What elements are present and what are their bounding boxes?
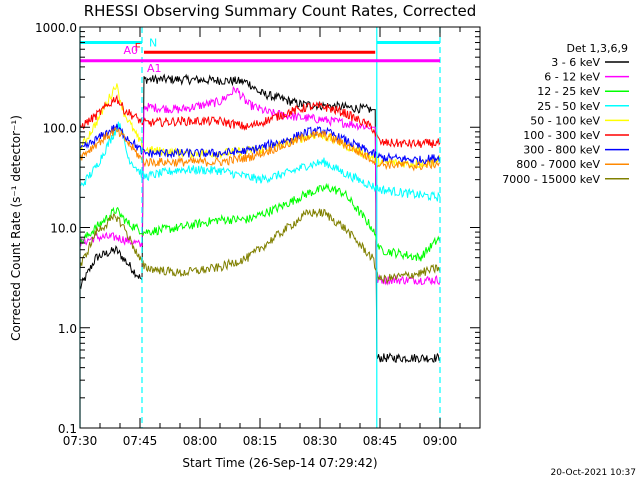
status-label-f: F (135, 41, 141, 54)
series-line-3 (79, 182, 441, 262)
legend-label: 3 - 6 keV (551, 56, 600, 69)
y-tick-label: 0.1 (58, 422, 77, 436)
series-line-4 (79, 121, 441, 202)
legend-label: 100 - 300 keV (523, 129, 600, 142)
legend-label: 25 - 50 keV (537, 100, 600, 113)
x-tick-label: 08:00 (183, 434, 218, 448)
series-line-7 (79, 123, 441, 166)
x-tick-label: 08:45 (363, 434, 398, 448)
status-label-a1: A1 (147, 62, 162, 75)
series-line-8 (79, 126, 441, 172)
chart-title: RHESSI Observing Summary Count Rates, Co… (84, 2, 477, 20)
legend-label: 7000 - 15000 keV (502, 173, 600, 186)
legend-label: 12 - 25 keV (537, 85, 600, 98)
status-label-n: N (149, 37, 157, 50)
legend-label: 800 - 7000 keV (516, 158, 600, 171)
legend-title: Det 1,3,6,9 (566, 42, 628, 55)
x-axis-label: Start Time (26-Sep-14 07:29:42) (182, 456, 377, 470)
x-tick-label: 08:15 (243, 434, 278, 448)
legend-label: 300 - 800 keV (523, 144, 600, 157)
y-tick-label: 100.0 (43, 121, 77, 135)
x-tick-label: 07:45 (123, 434, 158, 448)
y-tick-label: 10.0 (50, 222, 77, 236)
series-line-1 (79, 73, 441, 364)
series-line-6 (79, 94, 441, 150)
status-label-a0: A0 (123, 44, 138, 57)
x-tick-label: 07:30 (63, 434, 98, 448)
footer-timestamp: 20-Oct-2021 10:37 (551, 468, 636, 478)
y-tick-label: 1.0 (58, 322, 77, 336)
x-tick-label: 08:30 (303, 434, 338, 448)
legend-label: 50 - 100 keV (530, 114, 600, 127)
x-tick-label: 09:00 (423, 434, 458, 448)
legend-label: 6 - 12 keV (544, 71, 600, 84)
series-line-9 (79, 208, 441, 285)
y-axis-label: Corrected Count Rate (s⁻¹ detector⁻¹) (9, 115, 23, 341)
y-tick-label: 1000.0 (35, 21, 77, 35)
